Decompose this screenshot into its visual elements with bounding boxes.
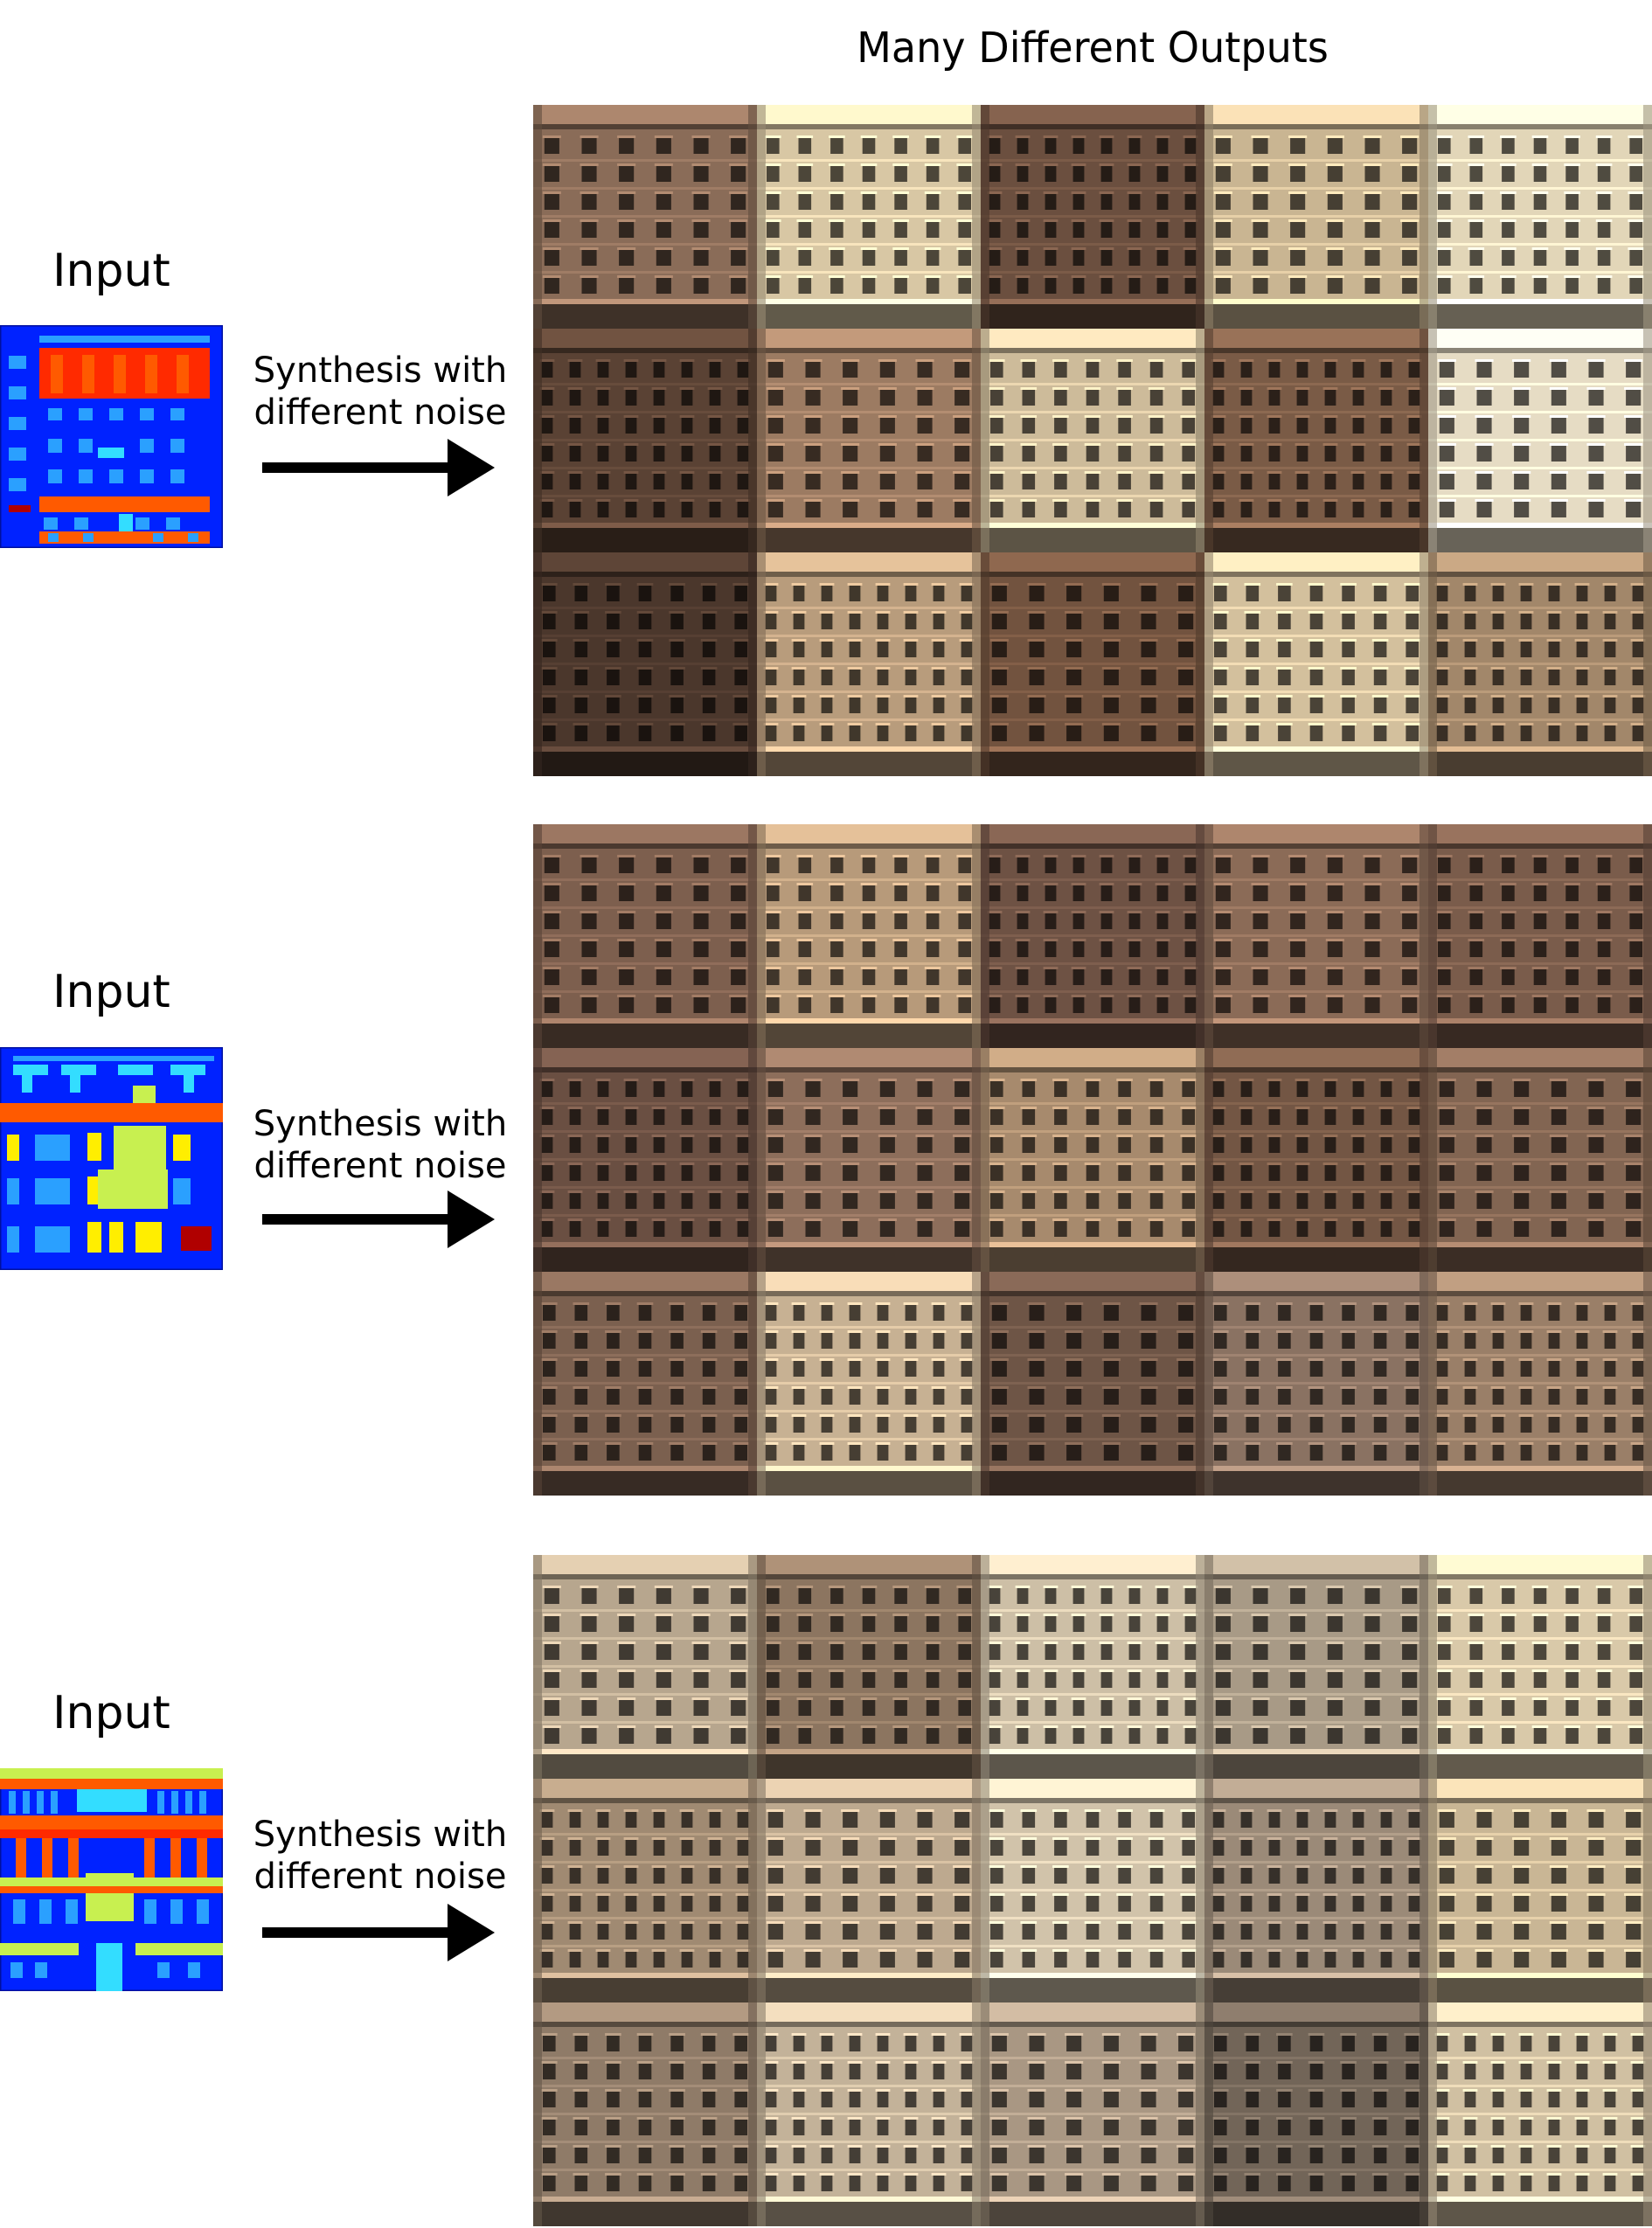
output-facade-image — [757, 1555, 981, 1779]
output-facade-image — [981, 1048, 1204, 1272]
output-facade-image — [757, 1048, 981, 1272]
input-label: Input — [52, 966, 170, 1018]
output-facade-image — [1428, 1272, 1652, 1496]
caption-line-1: Synthesis with — [253, 1815, 508, 1855]
arrow-right-icon — [262, 1190, 495, 1248]
example-section-2: Input — [0, 822, 1652, 1497]
page-header: Many Different Outputs — [857, 24, 1329, 73]
output-facade-image — [1428, 824, 1652, 1048]
output-facade-image — [757, 329, 981, 552]
output-facade-image — [1428, 2002, 1652, 2226]
output-facade-image — [757, 2002, 981, 2226]
output-facade-image — [1428, 1555, 1652, 1779]
output-facade-image — [981, 1779, 1204, 2002]
output-facade-image — [1428, 1779, 1652, 2002]
output-facade-image — [1204, 1779, 1428, 2002]
arrow-right-icon — [262, 439, 495, 496]
output-grid — [533, 105, 1652, 778]
output-facade-image — [533, 2002, 757, 2226]
output-facade-image — [1204, 105, 1428, 329]
input-label: Input — [52, 1687, 170, 1739]
output-facade-image — [1204, 329, 1428, 552]
caption-line-1: Synthesis with — [253, 1104, 508, 1144]
example-section-1: Input — [0, 101, 1652, 776]
output-facade-image — [981, 105, 1204, 329]
output-facade-image — [533, 1048, 757, 1272]
output-facade-image — [533, 105, 757, 329]
output-facade-image — [533, 329, 757, 552]
output-facade-image — [533, 1779, 757, 2002]
output-facade-image — [981, 552, 1204, 776]
output-facade-image — [981, 2002, 1204, 2226]
output-facade-image — [981, 1555, 1204, 1779]
output-grid — [533, 1555, 1652, 2228]
input-label: Input — [52, 245, 170, 297]
output-facade-image — [757, 1272, 981, 1496]
caption-line-1: Synthesis with — [253, 351, 508, 391]
output-facade-image — [1204, 1048, 1428, 1272]
output-facade-image — [1428, 105, 1652, 329]
output-facade-image — [981, 1272, 1204, 1496]
input-label-map — [0, 1047, 223, 1270]
output-facade-image — [1204, 1555, 1428, 1779]
output-facade-image — [1204, 2002, 1428, 2226]
output-facade-image — [1204, 1272, 1428, 1496]
output-facade-image — [533, 824, 757, 1048]
output-facade-image — [1204, 552, 1428, 776]
caption-line-2: different noise — [253, 1146, 507, 1186]
input-label-map — [0, 1768, 223, 1991]
output-facade-image — [533, 552, 757, 776]
example-section-3: Input — [0, 1551, 1652, 2228]
output-facade-image — [1428, 1048, 1652, 1272]
input-label-map — [0, 325, 223, 548]
output-facade-image — [1428, 552, 1652, 776]
output-facade-image — [757, 105, 981, 329]
output-facade-image — [533, 1272, 757, 1496]
caption-line-2: different noise — [253, 1857, 507, 1897]
output-facade-image — [757, 1779, 981, 2002]
synthesis-caption: Synthesis with different noise — [249, 1103, 511, 1187]
caption-line-2: different noise — [253, 392, 507, 433]
output-facade-image — [757, 824, 981, 1048]
output-facade-image — [1204, 824, 1428, 1048]
output-facade-image — [981, 329, 1204, 552]
synthesis-caption: Synthesis with different noise — [249, 1814, 511, 1898]
synthesis-caption: Synthesis with different noise — [249, 350, 511, 434]
arrow-right-icon — [262, 1904, 495, 1961]
output-facade-image — [981, 824, 1204, 1048]
output-facade-image — [757, 552, 981, 776]
output-facade-image — [533, 1555, 757, 1779]
output-facade-image — [1428, 329, 1652, 552]
output-grid — [533, 824, 1652, 1497]
